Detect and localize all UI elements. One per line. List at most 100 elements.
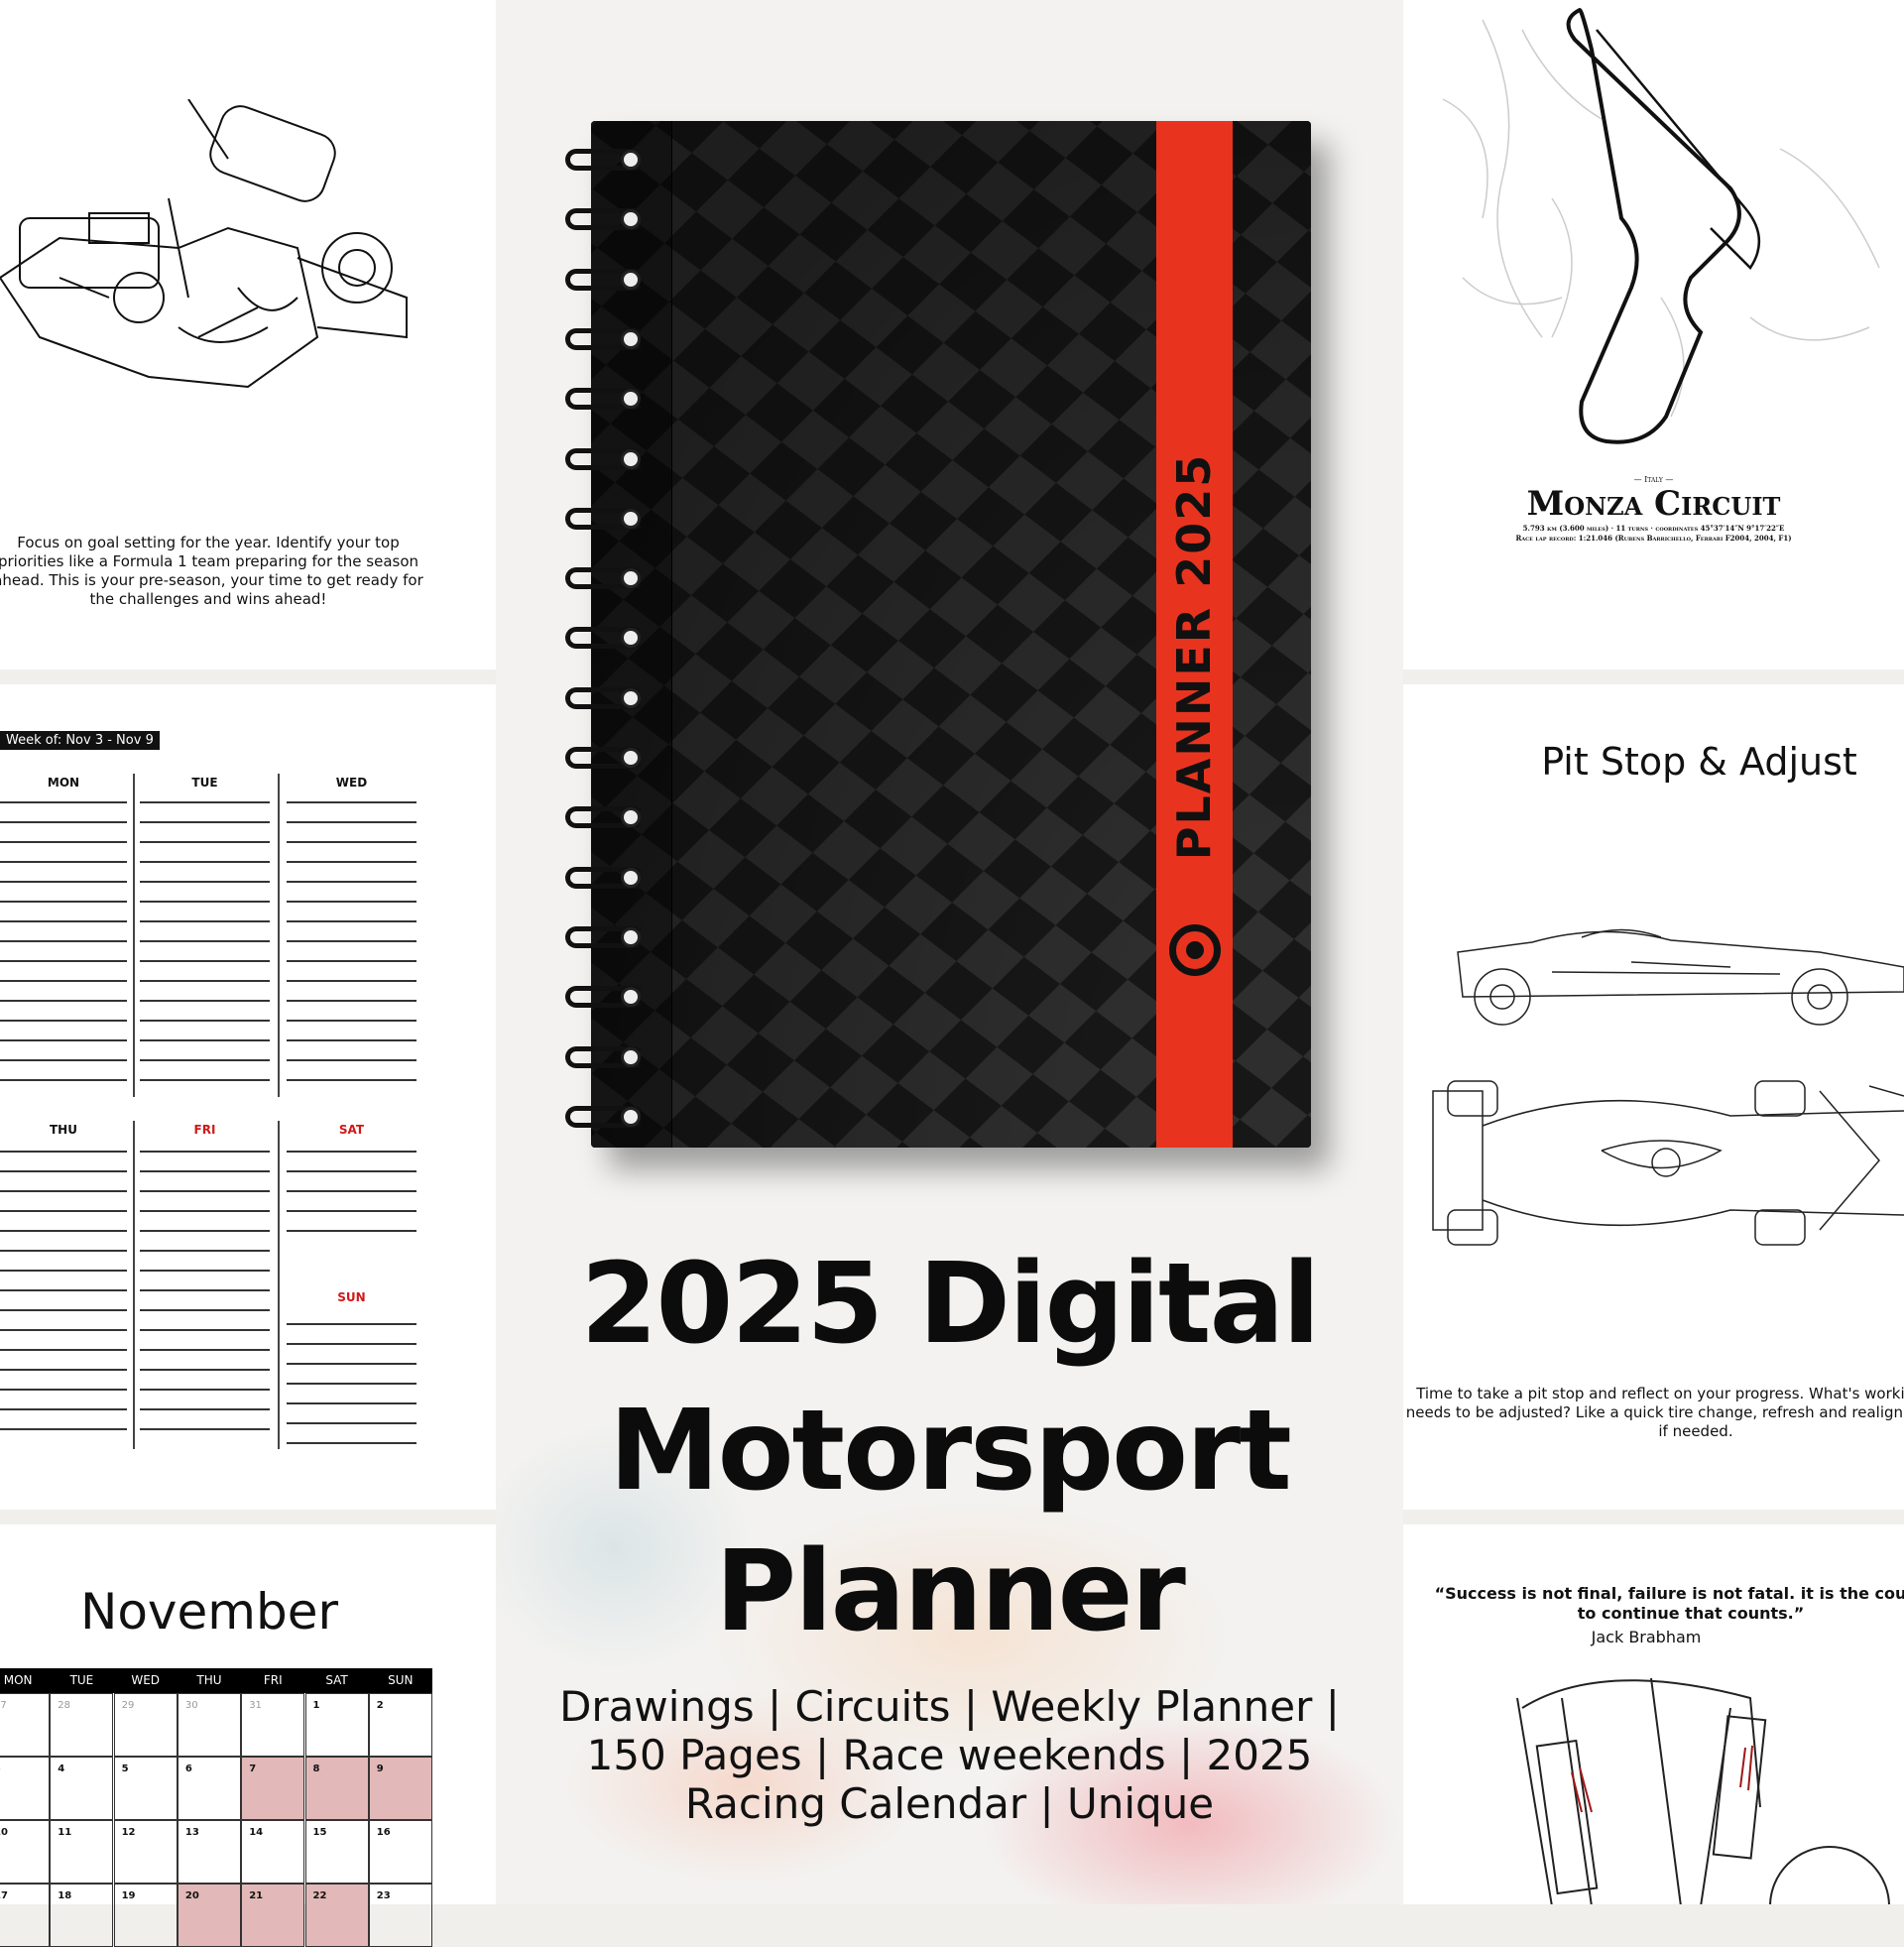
planner-line [140,861,270,863]
day-header-fri: FRI [193,1123,216,1137]
calendar-day[interactable]: 13 [177,1820,241,1884]
planner-line [140,1250,270,1252]
planner-line [287,1230,416,1232]
pitstop-title: Pit Stop & Adjust [1541,740,1857,784]
calendar-weekday-header: MON TUE WED THU FRI SAT SUN [0,1668,432,1693]
binding-hole [621,807,641,828]
calendar-day[interactable]: 5 [113,1757,178,1820]
planner-line [287,1323,416,1325]
weekday-sat: SAT [325,1673,348,1687]
planner-line [140,1408,270,1410]
day-header-sat: SAT [338,1123,365,1137]
planner-line [287,1363,416,1365]
planner-line [287,940,416,942]
planner-line [0,1309,127,1311]
calendar-day[interactable]: 16 [368,1820,432,1884]
calendar-day[interactable]: 21 [241,1884,305,1947]
circuit-country: — Italy — [1633,475,1674,484]
calendar-day[interactable]: 14 [241,1820,305,1884]
binding-hole [621,987,641,1008]
monza-circuit-map [1442,7,1880,444]
planner-line [287,1190,416,1192]
planner-line [140,821,270,823]
day-header-wed: WED [335,776,368,790]
planner-line [0,1210,127,1212]
planner-line [287,1170,416,1172]
planner-line [140,1020,270,1022]
planner-line [140,1428,270,1430]
binding-hole [621,1106,641,1127]
planner-line [140,1210,270,1212]
planner-line [140,881,270,883]
calendar-day[interactable]: 20 [177,1884,241,1947]
calendar-day[interactable]: 18 [50,1884,114,1947]
calendar-day[interactable]: 27 [0,1693,50,1757]
calendar-day[interactable]: 6 [177,1757,241,1820]
planner-line [0,1389,127,1391]
calendar-day[interactable]: 22 [304,1884,369,1947]
planner-line [0,980,127,982]
planner-line [140,920,270,922]
planner-line [287,980,416,982]
calendar-day[interactable]: 1 [304,1693,369,1757]
calendar-day[interactable]: 30 [177,1693,241,1757]
notebook-cover: PLANNER 2025 [591,121,1311,1148]
binding-hole [621,628,641,649]
planner-line [287,1079,416,1081]
spiral-ring [565,149,645,171]
planner-line [140,940,270,942]
column-divider [278,1121,280,1449]
day-header-sun: SUN [337,1290,366,1304]
planner-line [140,1190,270,1192]
planner-line [287,881,416,883]
calendar-day[interactable]: 28 [50,1693,114,1757]
planner-line [287,841,416,843]
calendar-day[interactable]: 2 [368,1693,432,1757]
spiral-ring [565,986,645,1009]
planner-line [287,1422,416,1424]
spiral-ring [565,686,645,709]
planner-line [0,1408,127,1410]
calendar-day[interactable]: 8 [304,1757,369,1820]
brand-logo-icon [1169,924,1221,976]
binding-hole [621,269,641,290]
calendar-day[interactable]: 15 [304,1820,369,1884]
calendar-day[interactable]: 29 [113,1693,178,1757]
calendar-day[interactable]: 11 [50,1820,114,1884]
spiral-ring [565,507,645,530]
planner-line [0,940,127,942]
planner-line [0,1270,127,1272]
calendar-day[interactable]: 7 [241,1757,305,1820]
planner-line [287,1151,416,1153]
week-label: Week of: Nov 3 - Nov 9 [0,731,160,750]
planner-line [140,960,270,962]
planner-line [287,1000,416,1002]
calendar-day[interactable]: 19 [113,1884,178,1947]
quote-author: Jack Brabham [1591,1628,1702,1646]
calendar-day[interactable]: 3 [0,1757,50,1820]
day-header-tue: TUE [191,776,218,790]
calendar-day[interactable]: 4 [50,1757,114,1820]
planner-line [140,1170,270,1172]
calendar-day[interactable]: 12 [113,1820,178,1884]
planner-line [287,960,416,962]
pitstop-text: Time to take a pit stop and reflect on y… [1405,1385,1904,1440]
planner-line [140,841,270,843]
planner-line [0,920,127,922]
planner-line [287,920,416,922]
planner-line [0,801,127,803]
calendar-day[interactable]: 10 [0,1820,50,1884]
planner-line [140,1270,270,1272]
planner-line [287,1402,416,1404]
day-header-thu: THU [50,1123,77,1137]
calendar-day[interactable]: 9 [368,1757,432,1820]
spiral-ring [565,1045,645,1068]
planner-line [140,1059,270,1061]
calendar-day[interactable]: 31 [241,1693,305,1757]
calendar-day[interactable]: 17 [0,1884,50,1947]
planner-line [140,1289,270,1291]
hero-subtitle-2: 150 Pages | Race weekends | 2025 [586,1731,1313,1779]
calendar-day[interactable]: 23 [368,1884,432,1947]
planner-line [0,821,127,823]
pitstop-page: Pit Stop & Adjust Time to take a pit sto… [1403,684,1904,1510]
